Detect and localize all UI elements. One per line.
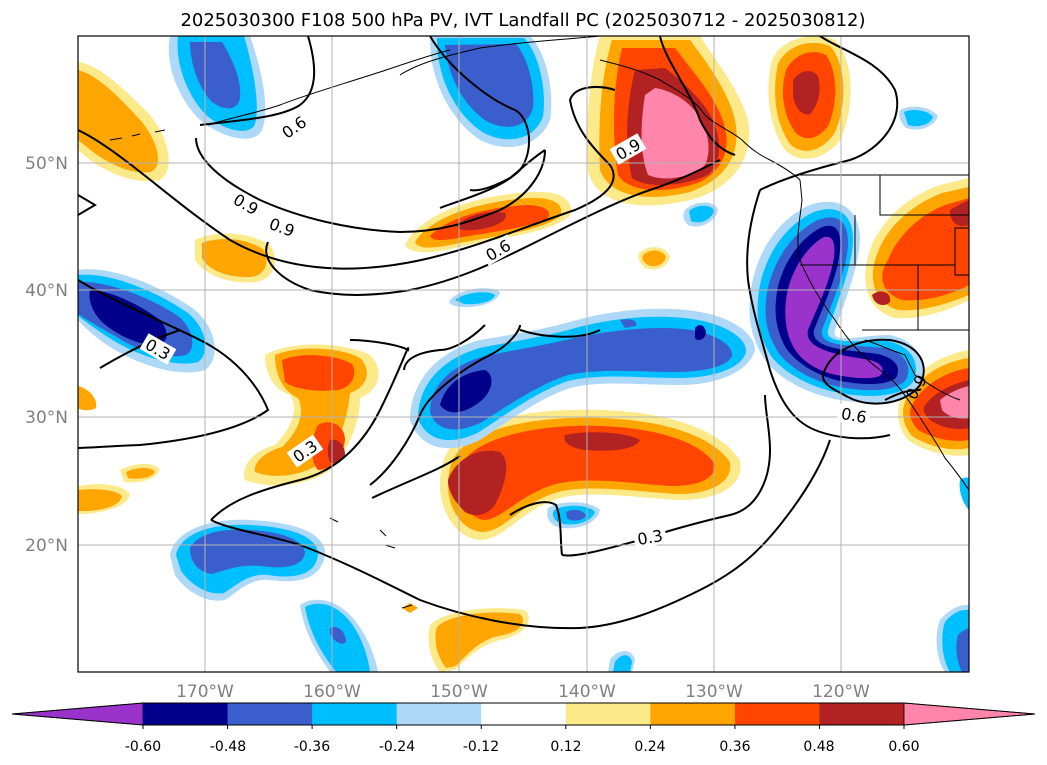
lon-tick-label: 120°W xyxy=(812,682,870,702)
colorbar-segment xyxy=(227,703,313,725)
lon-tick-label: 170°W xyxy=(176,682,234,702)
colorbar-tick-label: 0.36 xyxy=(719,739,750,755)
lat-tick-labels: 50°N 40°N 30°N 20°N xyxy=(25,154,68,556)
colorbar-tick-label: 0.48 xyxy=(803,739,834,755)
contour-label: 0.3 xyxy=(636,526,664,549)
shaded-fields xyxy=(78,36,969,672)
lon-tick-labels: 170°W 160°W 150°W 140°W 130°W 120°W xyxy=(176,682,870,702)
colorbar-segments xyxy=(11,702,1036,729)
colorbar-segment xyxy=(396,703,482,725)
colorbar: -0.60 -0.48 -0.36 -0.24 -0.12 0.12 0.24 … xyxy=(11,702,1036,755)
map-panel: 0.6 0.9 0.9 0.9 0.6 0.3 0.3 0.3 0.6 0.9 xyxy=(77,35,970,673)
gridlines xyxy=(78,36,969,672)
lat-tick-label: 20°N xyxy=(25,536,68,556)
colorbar-extend-min xyxy=(11,702,144,726)
positive-anomalies xyxy=(78,36,969,672)
lon-tick-label: 140°W xyxy=(558,682,616,702)
lat-tick-label: 50°N xyxy=(25,154,68,174)
colorbar-tick-label: -0.36 xyxy=(294,739,330,755)
colorbar-tick-label: -0.60 xyxy=(125,739,161,755)
coastlines xyxy=(109,36,969,609)
colorbar-segment xyxy=(650,703,736,725)
lon-tick-label: 160°W xyxy=(303,682,361,702)
colorbar-tick-label: -0.12 xyxy=(463,739,499,755)
colorbar-tick-label: 0.60 xyxy=(888,739,919,755)
contour-label: 0.6 xyxy=(840,404,868,427)
colorbar-tick-label: 0.12 xyxy=(550,739,581,755)
colorbar-segment xyxy=(819,703,905,725)
lon-tick-label: 150°W xyxy=(430,682,488,702)
figure-title: 2025030300 F108 500 hPa PV, IVT Landfall… xyxy=(180,10,865,31)
contour-lines xyxy=(78,36,925,630)
negative-anomalies xyxy=(78,36,969,672)
colorbar-tick-labels: -0.60 -0.48 -0.36 -0.24 -0.12 0.12 0.24 … xyxy=(125,739,920,755)
colorbar-segment xyxy=(565,703,651,725)
lat-tick-label: 30°N xyxy=(25,408,68,428)
colorbar-tick-label: -0.48 xyxy=(210,739,246,755)
colorbar-extend-max xyxy=(903,702,1036,726)
lon-tick-label: 130°W xyxy=(685,682,743,702)
map-frame xyxy=(77,35,970,673)
colorbar-tick-label: 0.24 xyxy=(634,739,665,755)
colorbar-tick-label: -0.24 xyxy=(379,739,415,755)
colorbar-segment xyxy=(734,703,820,725)
lat-tick-label: 40°N xyxy=(25,281,68,301)
colorbar-segment xyxy=(143,703,229,725)
colorbar-segment xyxy=(312,703,398,725)
colorbar-segment xyxy=(481,703,567,725)
contour-labels: 0.6 0.9 0.9 0.9 0.6 0.3 0.3 0.3 0.6 0.9 xyxy=(139,110,931,549)
